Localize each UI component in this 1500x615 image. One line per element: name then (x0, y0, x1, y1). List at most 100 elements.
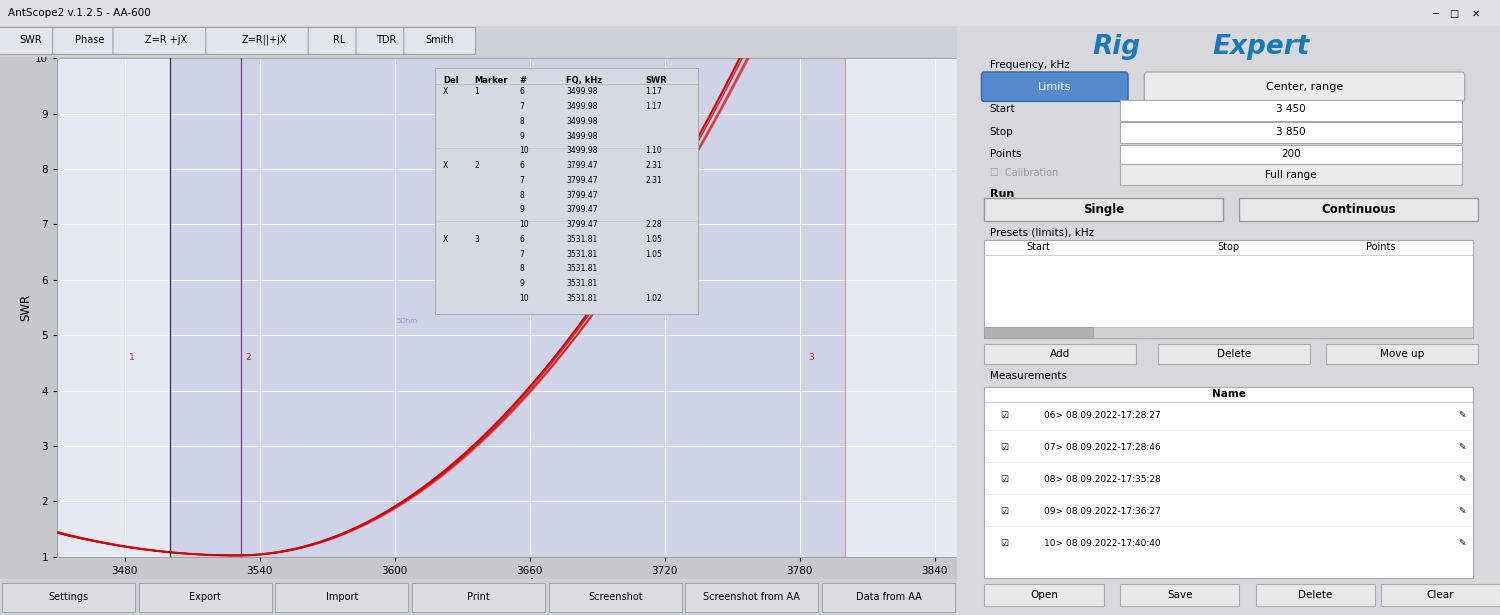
Bar (2, 583, 135, 612)
Text: 2.28: 2.28 (645, 220, 662, 229)
Text: Limits: Limits (1038, 82, 1071, 92)
Text: ✎: ✎ (1458, 539, 1466, 547)
Text: ☑: ☑ (1000, 539, 1008, 547)
Text: Expert: Expert (1212, 34, 1310, 60)
Y-axis label: SWR: SWR (20, 294, 32, 321)
X-axis label: Frequency, kHz: Frequency, kHz (462, 578, 552, 592)
Text: 09> 08.09.2022-17:36:27: 09> 08.09.2022-17:36:27 (1044, 507, 1161, 515)
Text: ✎: ✎ (1458, 507, 1466, 515)
Text: 3499.98: 3499.98 (567, 117, 597, 126)
Text: 1: 1 (474, 87, 478, 97)
Bar (1256, 584, 1376, 606)
Text: ☑: ☑ (1000, 411, 1008, 419)
Bar (984, 327, 1092, 338)
Text: 7: 7 (519, 250, 524, 259)
Text: TDR: TDR (376, 35, 398, 45)
Text: 3531.81: 3531.81 (567, 294, 597, 303)
Text: ─: ─ (1432, 9, 1438, 18)
Text: 10: 10 (519, 294, 528, 303)
Text: #: # (519, 76, 526, 85)
Text: 1.02: 1.02 (645, 294, 662, 303)
Text: X: X (442, 235, 448, 244)
Text: 3 450: 3 450 (1276, 105, 1306, 114)
Text: 3: 3 (474, 235, 478, 244)
Text: 6: 6 (519, 235, 524, 244)
Text: 9: 9 (519, 279, 524, 288)
Text: 1.17: 1.17 (645, 102, 662, 111)
FancyBboxPatch shape (112, 28, 220, 54)
Text: ☐  Calibration: ☐ Calibration (990, 169, 1058, 178)
Text: 2.31: 2.31 (645, 161, 662, 170)
Text: 07> 08.09.2022-17:28:46: 07> 08.09.2022-17:28:46 (1044, 443, 1161, 451)
Text: Delete: Delete (1216, 349, 1251, 359)
Text: Start: Start (990, 105, 1016, 114)
Text: 2: 2 (246, 353, 250, 362)
Text: 08> 08.09.2022-17:35:28: 08> 08.09.2022-17:35:28 (1044, 475, 1161, 483)
Text: 3 850: 3 850 (1276, 127, 1306, 137)
Text: Settings: Settings (48, 592, 88, 602)
Text: Full range: Full range (1264, 170, 1317, 180)
Text: ☑: ☑ (1000, 507, 1008, 515)
Bar (1120, 584, 1239, 606)
Text: 8: 8 (519, 191, 524, 200)
Bar (984, 240, 1473, 338)
Text: 3499.98: 3499.98 (567, 87, 597, 97)
Text: SWR: SWR (20, 35, 42, 45)
Bar (1120, 145, 1462, 165)
Text: Del: Del (442, 76, 459, 85)
Bar (138, 583, 272, 612)
Text: ☑: ☑ (1000, 443, 1008, 451)
Text: 3531.81: 3531.81 (567, 279, 597, 288)
Bar (984, 584, 1104, 606)
Text: Run: Run (990, 189, 1014, 199)
Text: ✎: ✎ (1458, 475, 1466, 483)
Text: 8: 8 (519, 264, 524, 274)
FancyBboxPatch shape (356, 28, 417, 54)
Text: X: X (442, 161, 448, 170)
Text: 2.31: 2.31 (645, 176, 662, 185)
Text: 3499.98: 3499.98 (567, 132, 597, 141)
Bar (1158, 344, 1310, 364)
Text: Measurements: Measurements (990, 371, 1066, 381)
Text: Rig: Rig (1092, 34, 1142, 60)
Bar (1326, 344, 1479, 364)
Text: Open: Open (1030, 590, 1057, 600)
FancyBboxPatch shape (206, 28, 322, 54)
Text: Name: Name (1212, 389, 1245, 399)
Text: Export: Export (189, 592, 220, 602)
Text: Screenshot from AA: Screenshot from AA (704, 592, 801, 602)
Text: FQ, kHz: FQ, kHz (567, 76, 603, 85)
Text: ☑: ☑ (1000, 475, 1008, 483)
Text: 10> 08.09.2022-17:40:40: 10> 08.09.2022-17:40:40 (1044, 539, 1161, 547)
Text: 06> 08.09.2022-17:28:27: 06> 08.09.2022-17:28:27 (1044, 411, 1161, 419)
Text: Add: Add (1050, 349, 1071, 359)
Text: 7: 7 (519, 102, 524, 111)
Bar (170, 58, 844, 557)
Text: Screenshot: Screenshot (588, 592, 642, 602)
Bar (276, 583, 408, 612)
Text: Z=R||+jX: Z=R||+jX (242, 34, 286, 45)
FancyBboxPatch shape (1144, 72, 1464, 101)
Bar (984, 387, 1473, 578)
Text: Points: Points (990, 149, 1022, 159)
Text: 10: 10 (519, 146, 528, 156)
Text: 3799.47: 3799.47 (567, 191, 598, 200)
FancyBboxPatch shape (53, 28, 128, 54)
Text: Presets (limits), kHz: Presets (limits), kHz (990, 228, 1094, 237)
Text: □: □ (1449, 9, 1458, 18)
Text: 7: 7 (519, 176, 524, 185)
Text: Start: Start (1026, 242, 1050, 252)
Text: 5Ohm: 5Ohm (396, 318, 417, 324)
Bar (984, 198, 1222, 221)
Text: Single: Single (1083, 203, 1124, 216)
Bar (822, 583, 956, 612)
Text: 6: 6 (519, 87, 524, 97)
Text: Z=R +jX: Z=R +jX (146, 35, 188, 45)
Bar (413, 583, 544, 612)
Text: ✕: ✕ (1472, 9, 1479, 18)
FancyBboxPatch shape (308, 28, 369, 54)
Text: Phase: Phase (75, 35, 105, 45)
Text: 1.05: 1.05 (645, 250, 662, 259)
Text: Center, range: Center, range (1266, 82, 1342, 92)
Text: 1.17: 1.17 (645, 87, 662, 97)
